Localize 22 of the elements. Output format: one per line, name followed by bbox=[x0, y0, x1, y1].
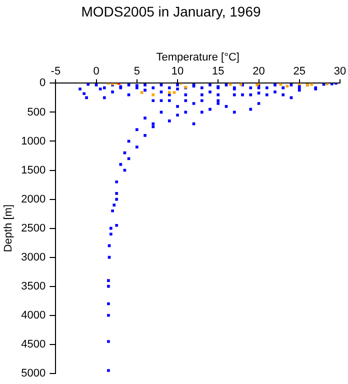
y-tick-label: 4000 bbox=[21, 309, 46, 322]
x-tick-label: 30 bbox=[334, 66, 346, 78]
y-tick-label: 2000 bbox=[21, 193, 46, 206]
y-tick-label: 4500 bbox=[21, 338, 46, 350]
x-tick-label: 20 bbox=[252, 66, 265, 78]
y-tick-label: 3500 bbox=[21, 280, 46, 292]
x-tick-label: 10 bbox=[171, 66, 184, 78]
chart-title: MODS2005 in January, 1969 bbox=[81, 3, 261, 20]
x-tick-label: 5 bbox=[134, 66, 140, 78]
y-tick-label: 0 bbox=[40, 77, 46, 90]
x-axis-title: Temperature [°C] bbox=[156, 51, 240, 64]
x-tick-label: 15 bbox=[212, 66, 224, 78]
y-tick-label: 500 bbox=[27, 106, 46, 118]
y-tick-label: 3000 bbox=[21, 251, 46, 264]
x-tick-label: 0 bbox=[93, 66, 100, 78]
y-tick-label: 5000 bbox=[21, 367, 46, 380]
y-tick-label: 2500 bbox=[21, 222, 46, 234]
x-tick-label: -5 bbox=[50, 66, 61, 78]
y-tick-label: 1000 bbox=[21, 135, 46, 148]
x-tick-label: 25 bbox=[293, 66, 306, 78]
y-axis-title: Depth [m] bbox=[2, 204, 15, 252]
y-tick-label: 1500 bbox=[21, 164, 46, 176]
